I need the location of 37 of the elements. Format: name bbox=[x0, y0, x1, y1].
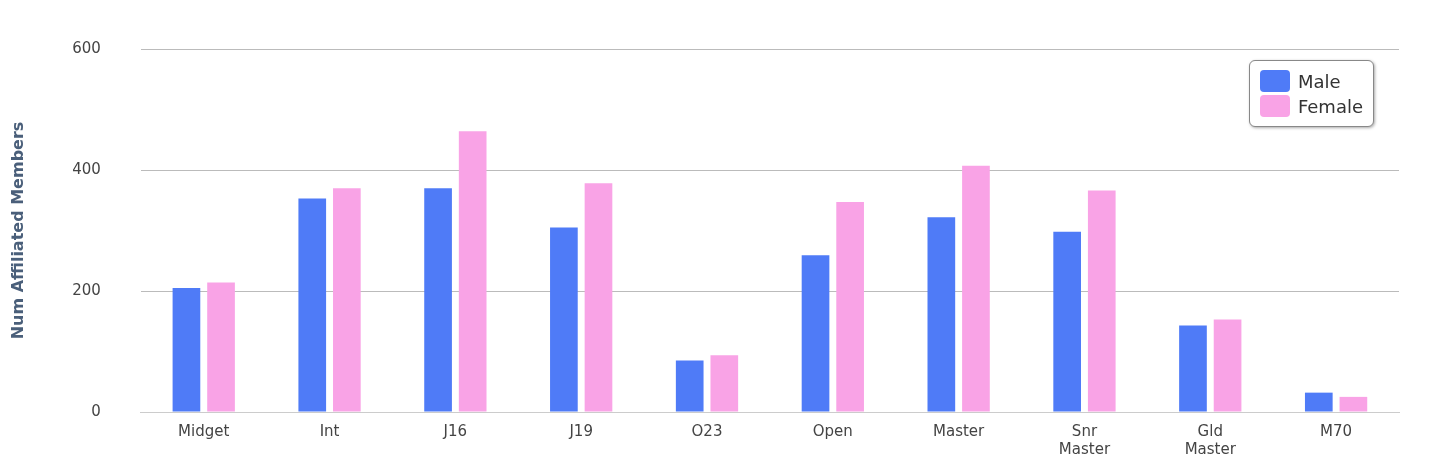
bar bbox=[675, 360, 704, 412]
x-tick-label: Int bbox=[319, 421, 340, 440]
x-tick-label: J16 bbox=[442, 421, 468, 440]
x-tick-label: O23 bbox=[691, 421, 723, 440]
bar bbox=[836, 202, 864, 412]
bar bbox=[1087, 190, 1116, 412]
bar bbox=[172, 287, 201, 412]
x-tick-label: Master bbox=[933, 421, 986, 440]
bar bbox=[298, 198, 327, 412]
legend-label: Female bbox=[1297, 95, 1363, 117]
bar bbox=[458, 131, 487, 412]
y-tick-label: 400 bbox=[72, 159, 101, 178]
x-tick-label: Open bbox=[812, 421, 853, 440]
bar bbox=[927, 217, 956, 412]
bar bbox=[584, 183, 613, 412]
y-tick-label: 600 bbox=[72, 38, 101, 57]
bar bbox=[1304, 392, 1333, 412]
bar bbox=[1053, 231, 1081, 412]
bar bbox=[1179, 325, 1207, 412]
bar bbox=[801, 255, 830, 412]
bar bbox=[333, 188, 361, 412]
legend-label: Male bbox=[1297, 70, 1341, 92]
bar bbox=[424, 188, 452, 412]
x-tick-label: Snr Master bbox=[1058, 421, 1111, 458]
y-tick-label: 0 bbox=[91, 401, 101, 420]
x-tick-label: M70 bbox=[1320, 421, 1353, 440]
x-tick-label: J19 bbox=[568, 421, 593, 440]
bar bbox=[550, 227, 578, 412]
y-tick-label: 200 bbox=[72, 280, 101, 299]
x-tick-label: Gld Master bbox=[1184, 421, 1237, 458]
x-tick-label: Midget bbox=[178, 421, 230, 440]
y-axis-title: Num Affiliated Members bbox=[7, 121, 27, 340]
bar bbox=[1213, 319, 1242, 412]
bar bbox=[1339, 396, 1368, 412]
bar bbox=[962, 165, 990, 412]
bar bbox=[710, 355, 739, 412]
bar bbox=[207, 282, 235, 412]
